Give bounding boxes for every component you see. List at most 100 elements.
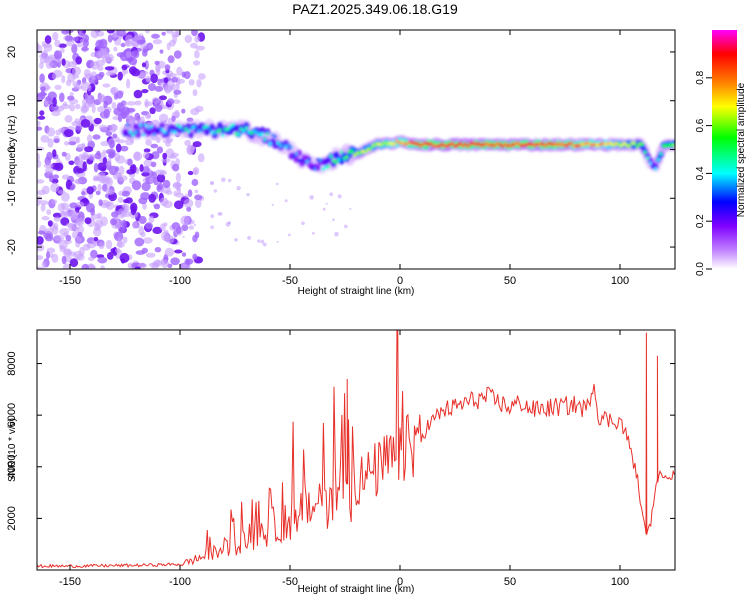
noise-blob	[271, 203, 274, 206]
noise-blob	[228, 178, 232, 183]
noise-blob	[51, 253, 59, 263]
noise-blob	[130, 205, 137, 216]
ridge-blob	[363, 149, 367, 154]
noise-blob	[141, 171, 150, 177]
noise-blob	[81, 46, 89, 52]
noise-blob	[102, 83, 111, 88]
noise-blob	[86, 134, 93, 143]
noise-blob	[107, 34, 113, 43]
ridge-blob	[487, 143, 491, 147]
noise-blob	[112, 133, 118, 139]
noise-blob	[164, 247, 175, 257]
colorbar: 0.0 0.2 0.4 0.6 0.8 Normalized spectral ampl…	[695, 30, 747, 276]
noise-blob	[98, 241, 105, 250]
noise-blob	[312, 231, 315, 235]
ridge-blob	[580, 142, 584, 147]
noise-blob	[54, 162, 64, 171]
noise-blob	[133, 89, 143, 99]
colorbar-ticks: 0.0 0.2 0.4 0.6 0.8	[695, 70, 712, 276]
noise-blob	[47, 138, 54, 148]
noise-blob	[77, 32, 86, 38]
noise-blob	[65, 234, 72, 242]
ridge-blob	[368, 146, 373, 151]
noise-blob	[138, 216, 147, 224]
y-tick-label: 8000	[6, 351, 18, 375]
noise-blob	[81, 263, 90, 269]
noise-blob	[173, 50, 182, 59]
noise-blob	[53, 138, 60, 144]
ridge-blob	[215, 129, 219, 134]
noise-blob	[325, 202, 328, 205]
noise-blob	[73, 226, 80, 231]
noise-blob	[171, 115, 176, 123]
ridge-blob	[506, 143, 510, 148]
ridge-blob	[437, 144, 441, 148]
noise-blob	[47, 220, 53, 227]
noise-blob	[46, 127, 56, 137]
noise-blob	[43, 163, 54, 169]
ridge-blob	[416, 142, 420, 146]
ridge-blob	[485, 142, 489, 146]
ridge-blob	[503, 142, 507, 147]
noise-blob	[73, 179, 82, 184]
noise-blob	[116, 30, 126, 37]
noise-blob	[80, 119, 91, 128]
noise-blob	[122, 236, 128, 244]
ridge-blob	[508, 143, 512, 148]
ridge-blob	[366, 147, 370, 152]
ridge-blob	[197, 129, 201, 134]
noise-blob	[176, 78, 185, 84]
noise-blob	[64, 115, 73, 123]
noise-blob	[85, 202, 95, 213]
noise-blob	[105, 71, 114, 76]
noise-blob	[120, 145, 129, 152]
ridge-blob	[234, 132, 238, 136]
noise-blob	[98, 71, 105, 78]
noise-blob	[116, 139, 126, 144]
noise-blob	[284, 199, 288, 203]
noise-blob	[110, 218, 117, 226]
ridge-blob	[445, 144, 449, 148]
noise-blob	[105, 131, 113, 137]
noise-blob	[192, 234, 198, 243]
noise-blob	[40, 86, 46, 92]
noise-blob	[134, 266, 141, 269]
noise-blob	[98, 124, 108, 131]
ridge-blob	[160, 127, 164, 132]
noise-blob	[127, 158, 133, 166]
noise-blob	[159, 95, 167, 101]
ridge-blob	[189, 126, 193, 131]
ridge-blob	[318, 158, 322, 162]
noise-blob	[332, 218, 335, 221]
ridge-blob	[411, 141, 415, 145]
noise-blob	[103, 108, 111, 119]
noise-blob	[162, 70, 167, 75]
y-tick-label: 4000	[6, 455, 18, 479]
noise-blob	[68, 141, 77, 146]
noise-blob	[150, 143, 159, 149]
ridge-blob	[490, 143, 494, 147]
noise-blob	[81, 191, 86, 196]
ridge-blob	[530, 142, 534, 147]
noise-blob	[134, 112, 141, 121]
colorbar-tick-label: 0.6	[695, 118, 706, 132]
ridge-blob	[218, 128, 222, 133]
ridge-blob	[672, 143, 675, 147]
y-tick-label: 20	[6, 46, 18, 58]
noise-blob	[90, 61, 100, 70]
noise-blob	[122, 190, 130, 197]
noise-blob	[194, 194, 203, 200]
ridge-blob	[158, 122, 166, 129]
ridge-blob	[477, 142, 481, 146]
noise-blob	[41, 185, 50, 195]
noise-blob	[110, 86, 119, 95]
ridge-blob	[601, 141, 605, 146]
ridge-blob	[345, 155, 349, 159]
noise-blob	[102, 149, 107, 154]
ridge-blob	[221, 133, 225, 137]
ridge-blob	[617, 142, 621, 146]
noise-blob	[154, 247, 162, 253]
noise-blob	[41, 216, 50, 221]
